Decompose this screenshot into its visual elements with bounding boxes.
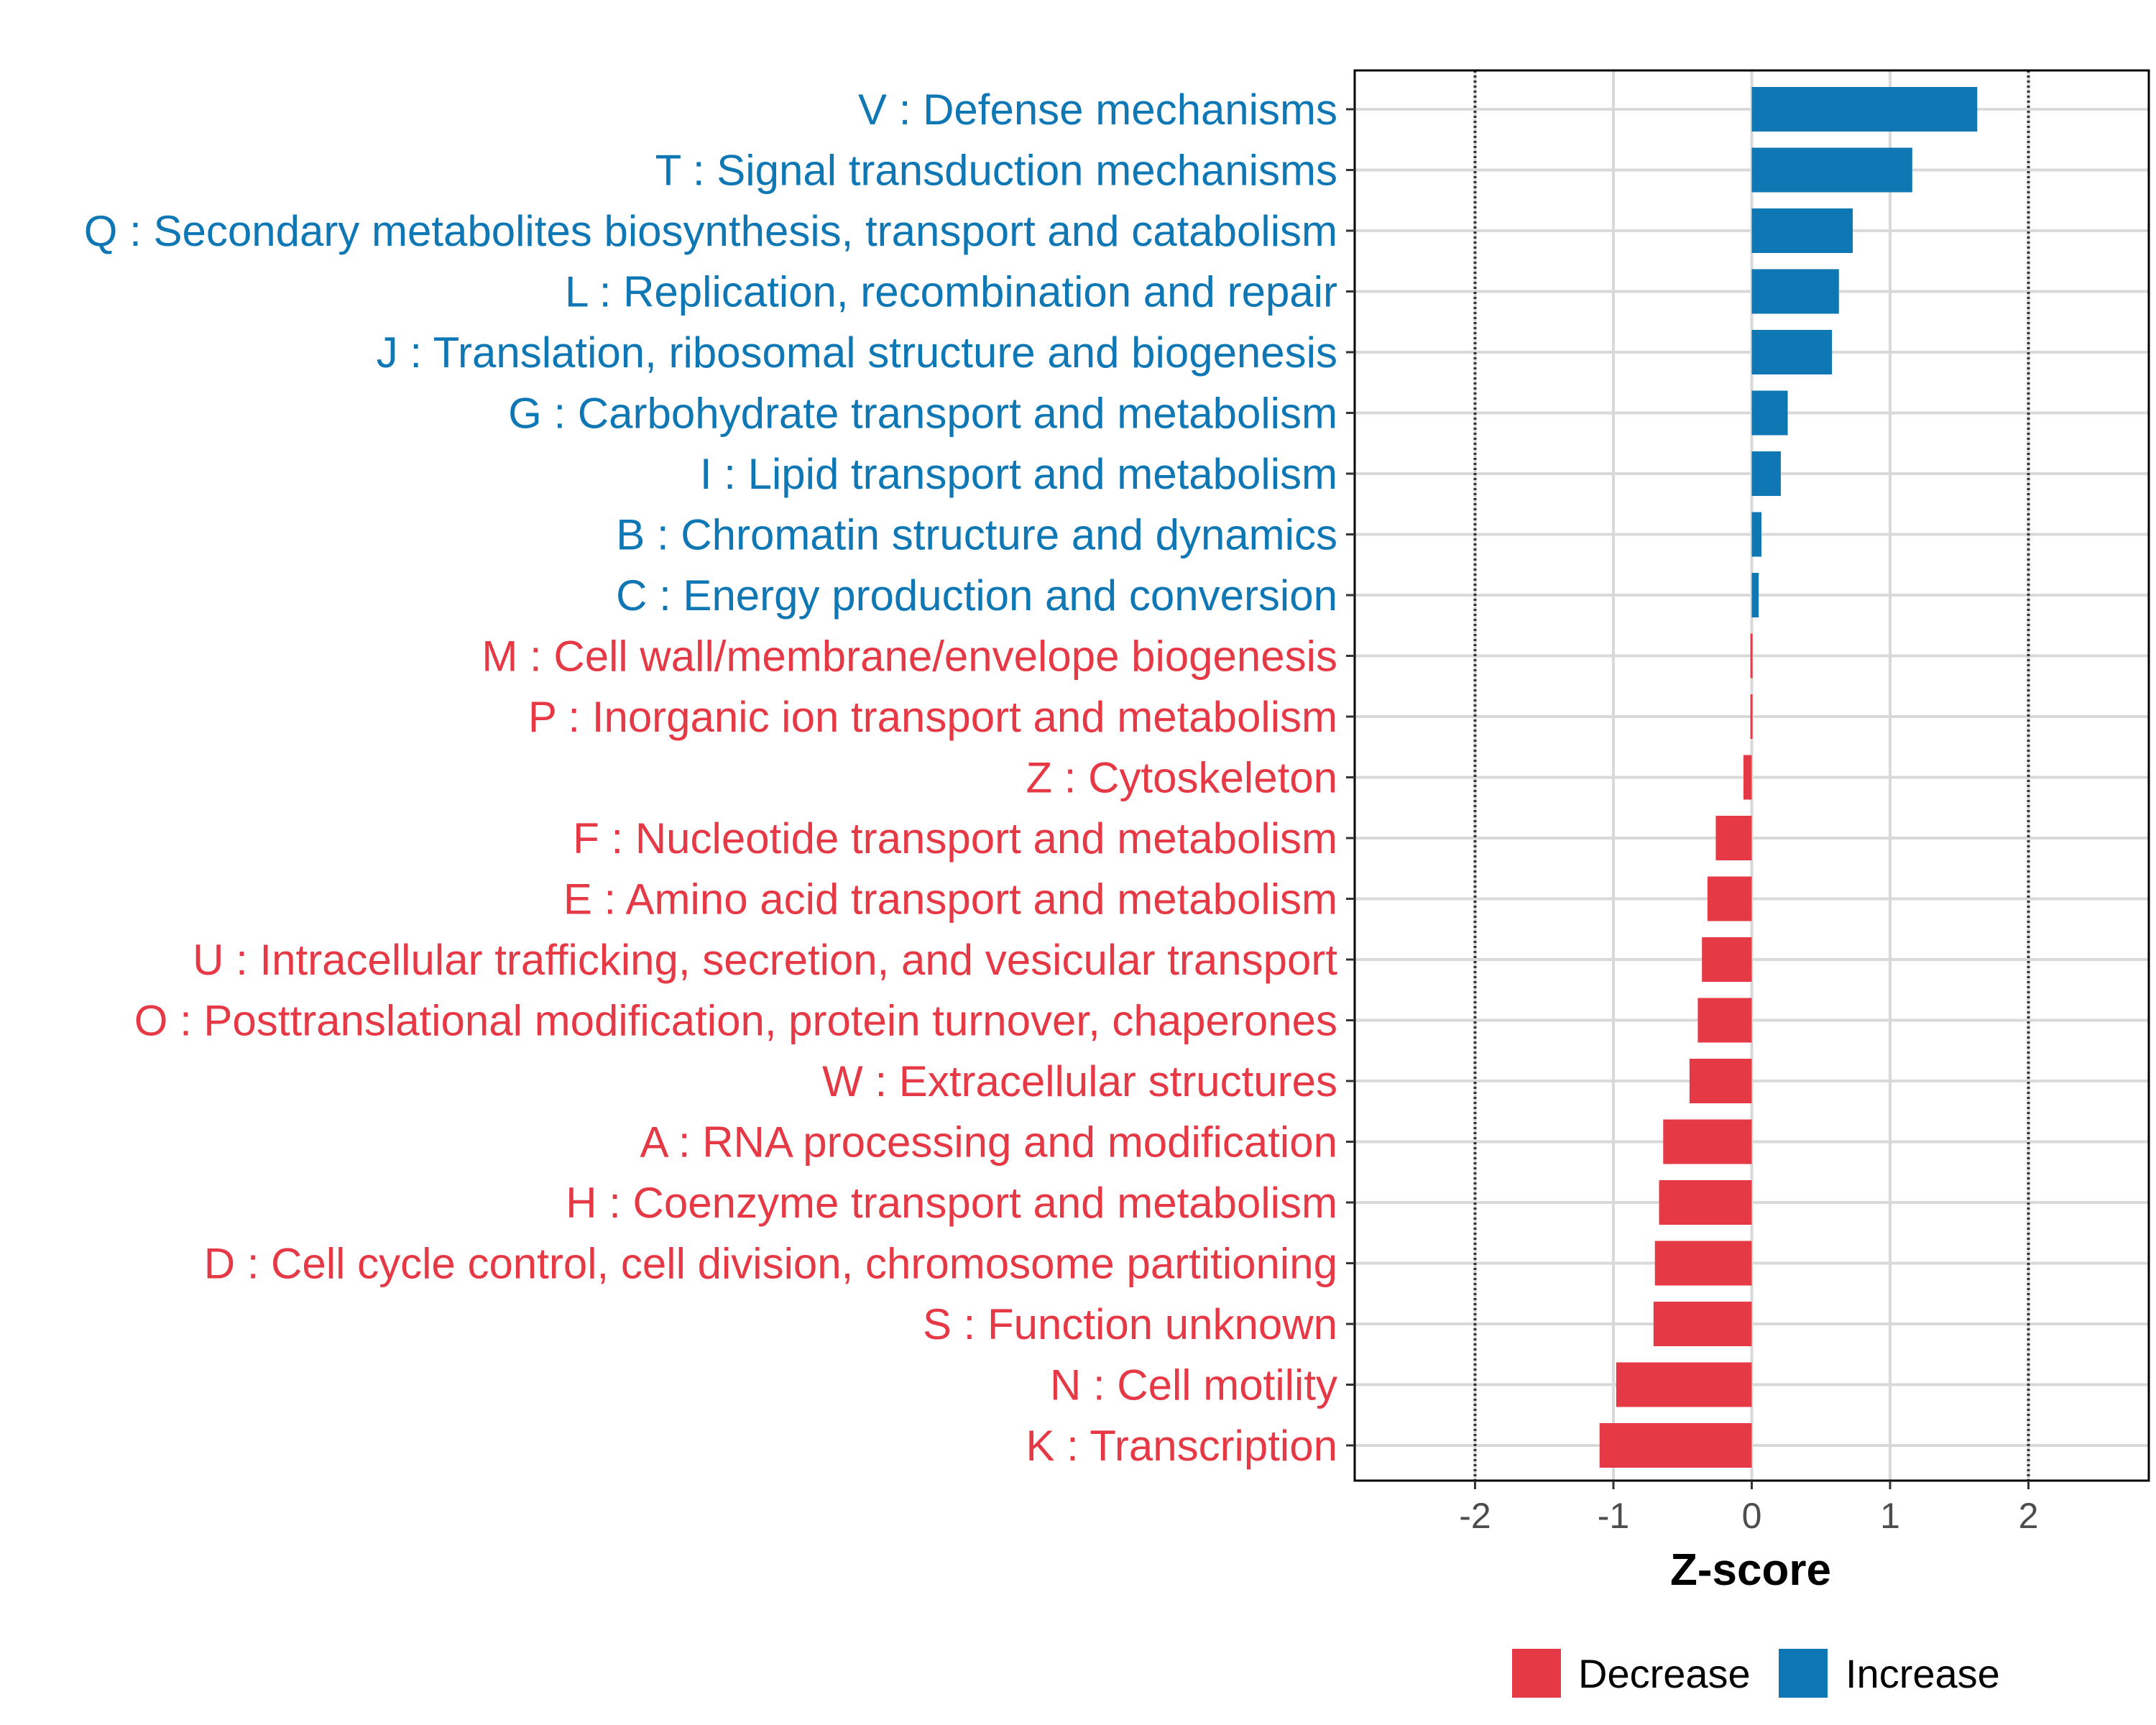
bar bbox=[1715, 816, 1752, 860]
category-label: K : Transcription bbox=[1026, 1422, 1337, 1470]
x-tick-label: -1 bbox=[1598, 1496, 1629, 1536]
category-label: E : Amino acid transport and metabolism bbox=[563, 875, 1337, 924]
legend-swatch-increase bbox=[1779, 1649, 1828, 1698]
category-label: Q : Secondary metabolites biosynthesis, … bbox=[84, 207, 1337, 255]
reference-lines bbox=[1473, 70, 2030, 1481]
bar bbox=[1654, 1241, 1752, 1286]
category-label: P : Inorganic ion transport and metaboli… bbox=[528, 693, 1337, 741]
category-label: H : Coenzyme transport and metabolism bbox=[566, 1179, 1337, 1227]
category-label: O : Posttranslational modification, prot… bbox=[134, 997, 1337, 1045]
bar bbox=[1751, 330, 1833, 374]
category-label: G : Carbohydrate transport and metabolis… bbox=[508, 390, 1337, 438]
bar bbox=[1751, 573, 1759, 617]
category-label: V : Defense mechanisms bbox=[858, 86, 1337, 134]
category-label: C : Energy production and conversion bbox=[616, 571, 1337, 620]
x-axis-title: Z-score bbox=[1670, 1545, 1831, 1595]
category-label: F : Nucleotide transport and metabolism bbox=[573, 814, 1337, 862]
bar bbox=[1751, 390, 1788, 436]
bar bbox=[1599, 1423, 1752, 1468]
y-axis-labels: V : Defense mechanisms T : Signal transdu… bbox=[84, 86, 1338, 1470]
bar bbox=[1616, 1362, 1752, 1407]
bar bbox=[1702, 937, 1752, 982]
category-label: S : Function unknown bbox=[923, 1300, 1337, 1348]
bar bbox=[1697, 998, 1752, 1043]
category-label: A : RNA processing and modification bbox=[640, 1118, 1337, 1167]
bar bbox=[1653, 1302, 1752, 1346]
category-label: N : Cell motility bbox=[1050, 1361, 1337, 1409]
legend-swatch-decrease bbox=[1512, 1649, 1561, 1698]
bar bbox=[1750, 633, 1753, 678]
category-label: L : Replication, recombination and repai… bbox=[565, 268, 1337, 316]
category-label: U : Intracellular trafficking, secretion… bbox=[193, 936, 1337, 984]
bar bbox=[1751, 208, 1853, 253]
category-label: I : Lipid transport and metabolism bbox=[700, 450, 1337, 498]
legend-label-decrease: Decrease bbox=[1578, 1651, 1751, 1696]
bar bbox=[1750, 694, 1753, 739]
bar bbox=[1707, 876, 1752, 921]
legend: Decrease Increase bbox=[1512, 1649, 2000, 1698]
bars bbox=[1599, 87, 1978, 1468]
x-tick-label: 1 bbox=[1880, 1496, 1900, 1536]
category-label: J : Translation, ribosomal structure and… bbox=[377, 328, 1337, 377]
x-axis-ticks bbox=[1473, 1481, 2030, 1489]
bar bbox=[1663, 1119, 1752, 1164]
category-label: W : Extracellular structures bbox=[822, 1057, 1337, 1105]
bar bbox=[1751, 451, 1781, 496]
bar bbox=[1689, 1059, 1752, 1103]
legend-label-increase: Increase bbox=[1846, 1651, 2000, 1696]
category-label: D : Cell cycle control, cell division, c… bbox=[204, 1240, 1337, 1288]
x-tick-label: -2 bbox=[1459, 1496, 1491, 1536]
bar bbox=[1751, 512, 1761, 557]
category-label: M : Cell wall/membrane/envelope biogenes… bbox=[482, 632, 1337, 681]
x-tick-label: 2 bbox=[2019, 1496, 2039, 1536]
category-label: Z : Cytoskeleton bbox=[1026, 754, 1337, 802]
bar bbox=[1743, 755, 1752, 800]
bar bbox=[1751, 269, 1839, 314]
x-axis-labels: -2 -1 0 1 2 bbox=[1459, 1496, 2038, 1536]
category-label: T : Signal transduction mechanisms bbox=[655, 147, 1337, 195]
category-label: B : Chromatin structure and dynamics bbox=[616, 511, 1337, 559]
bar bbox=[1659, 1180, 1752, 1225]
y-axis-ticks bbox=[1346, 108, 1355, 1447]
bar bbox=[1751, 87, 1978, 132]
bar bbox=[1751, 147, 1912, 193]
x-tick-label: 0 bbox=[1742, 1496, 1762, 1536]
